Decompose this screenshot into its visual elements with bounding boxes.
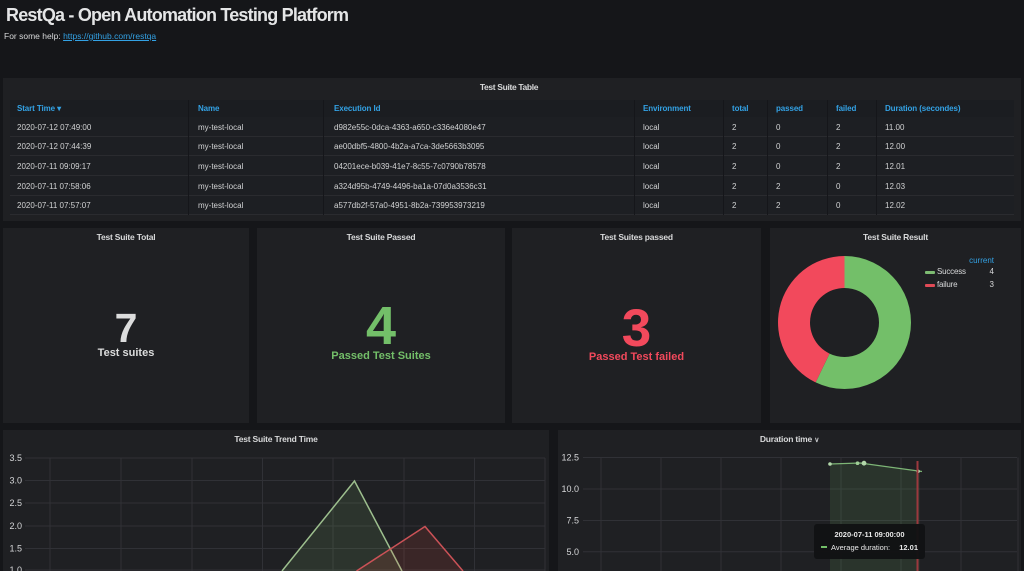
svg-text:2.5: 2.5	[9, 498, 22, 508]
svg-text:5.0: 5.0	[566, 547, 579, 557]
svg-text:2.0: 2.0	[9, 521, 22, 531]
svg-text:1.0: 1.0	[9, 565, 22, 571]
svg-text:3.0: 3.0	[9, 476, 22, 486]
svg-text:12.5: 12.5	[561, 453, 579, 463]
svg-text:7.5: 7.5	[566, 516, 579, 526]
svg-text:1.5: 1.5	[9, 544, 22, 554]
svg-text:10.0: 10.0	[561, 484, 579, 494]
svg-text:3.5: 3.5	[9, 453, 22, 463]
